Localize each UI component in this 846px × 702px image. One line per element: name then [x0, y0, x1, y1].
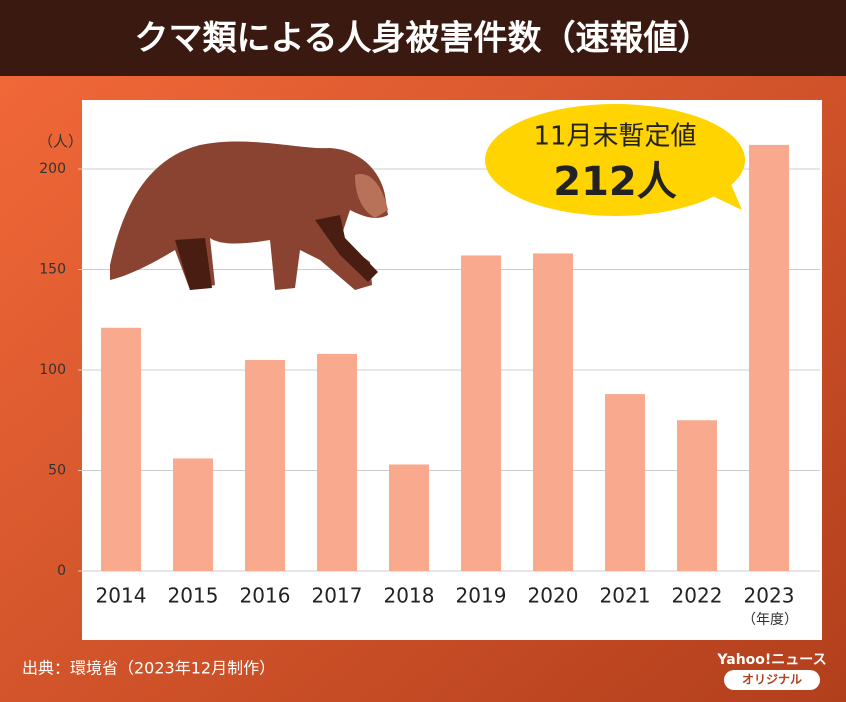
header [0, 0, 846, 76]
x-tick-label: 2023 [744, 584, 795, 608]
x-tick-label: 2014 [96, 584, 147, 608]
x-tick-label: 2015 [168, 584, 219, 608]
x-tick-label: 2019 [456, 584, 507, 608]
bar [389, 464, 429, 571]
x-unit: （年度） [742, 612, 798, 628]
chart-title: クマ類による人身被害件数（速報値） [135, 19, 712, 59]
bar [749, 144, 789, 571]
x-tick-label: 2021 [600, 584, 651, 608]
x-tick-label: 2020 [528, 584, 579, 608]
x-tick-label: 2022 [672, 584, 723, 608]
logo-badge [724, 670, 820, 690]
y-tick-label: 0 [57, 563, 66, 579]
logo-sub: オリジナル [742, 673, 802, 687]
bar [317, 353, 357, 571]
bar [677, 420, 717, 571]
bar [461, 255, 501, 571]
logo: Yahoo!ニュース [716, 652, 826, 668]
x-tick-label: 2016 [240, 584, 291, 608]
callout [485, 104, 745, 216]
bar [173, 458, 213, 571]
y-tick-label: 50 [48, 463, 66, 479]
y-unit: （人） [38, 133, 83, 151]
bar [605, 394, 645, 571]
y-tick-label: 100 [39, 362, 66, 378]
y-tick-label: 200 [39, 161, 66, 177]
bar [245, 359, 285, 571]
bear [110, 141, 388, 290]
x-tick-label: 2018 [384, 584, 435, 608]
annotation: 11月末暫定値 [533, 122, 696, 152]
bar [101, 327, 141, 571]
x-tick-label: 2017 [312, 584, 363, 608]
bar [533, 253, 573, 572]
source: 出典：環境省（2023年12月制作） [22, 659, 275, 678]
value-label: 212人 [553, 159, 677, 205]
y-tick-label: 150 [39, 262, 66, 278]
